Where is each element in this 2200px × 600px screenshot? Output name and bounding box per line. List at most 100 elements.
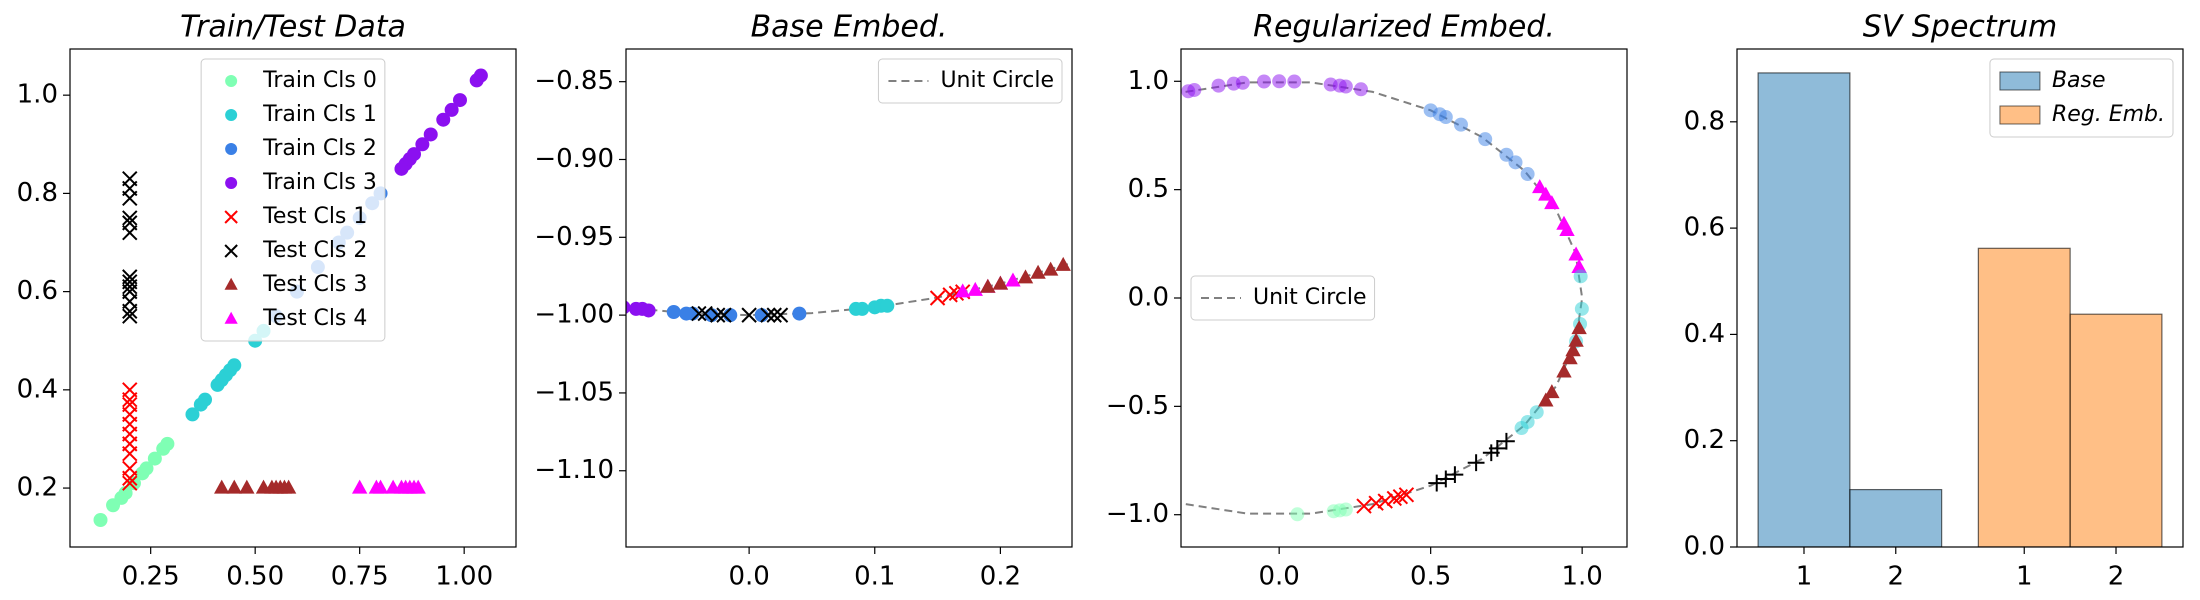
legend-label: Base: [2052, 68, 2106, 93]
point: [1467, 454, 1485, 472]
point: [122, 274, 138, 290]
legend-label: Test Cls 3: [262, 272, 367, 297]
point: [444, 102, 459, 117]
x-tick-label: 1.00: [435, 562, 493, 592]
x-tick-label: 2: [2108, 562, 2125, 592]
point: [160, 436, 175, 451]
y-tick-label: 0.4: [17, 374, 58, 404]
point: [118, 485, 133, 500]
point: [122, 269, 138, 285]
point: [410, 479, 426, 494]
point: [227, 358, 242, 373]
point: [122, 475, 138, 491]
point: [280, 479, 297, 494]
point: [1042, 261, 1059, 276]
y-tick-label: 1.0: [17, 80, 58, 110]
point: [1478, 132, 1493, 147]
x-tick-label: 0.50: [226, 562, 284, 592]
point: [226, 479, 242, 494]
point: [1290, 507, 1305, 522]
legend-label: Unit Circle: [1253, 285, 1367, 310]
point: [122, 396, 138, 413]
point: [122, 382, 138, 398]
point: [372, 479, 389, 494]
point: [691, 305, 707, 322]
x-tick-label: 0.25: [122, 562, 180, 592]
x-tick-label: 0.5: [1410, 562, 1451, 592]
point: [1520, 167, 1535, 182]
y-tick-label: 0.2: [17, 473, 58, 503]
legend-label: Train Cls 3: [262, 170, 377, 195]
point: [225, 177, 238, 189]
point: [1571, 320, 1587, 335]
legend-label: Reg. Emb.: [2052, 102, 2165, 127]
point: [710, 307, 726, 323]
y-tick-label: −0.5: [1106, 391, 1169, 421]
bar: [1849, 488, 1943, 547]
x-tick-label: 1: [2016, 562, 2033, 592]
point: [1556, 363, 1572, 378]
point: [1368, 495, 1384, 511]
point: [1446, 466, 1464, 484]
point: [122, 308, 138, 324]
axes-frame: [1180, 48, 1628, 548]
point: [641, 303, 656, 318]
y-tick-label: 0.8: [1684, 106, 1725, 136]
point: [1573, 269, 1588, 284]
chart-title: Regularized Embed.: [1253, 10, 1555, 45]
point: [122, 215, 138, 231]
point: [772, 307, 789, 323]
y-tick-label: −1.00: [534, 300, 614, 330]
point: [954, 283, 971, 298]
y-tick-label: −1.0: [1106, 499, 1169, 529]
point: [122, 170, 138, 187]
point: [225, 109, 238, 121]
point: [1287, 74, 1302, 89]
y-tick-label: −1.10: [534, 455, 614, 485]
point: [1017, 269, 1034, 284]
point: [139, 461, 154, 476]
y-tick-label: 1.0: [1128, 66, 1169, 96]
point: [741, 307, 757, 323]
x-tick-label: 0.2: [980, 562, 1021, 592]
y-tick-label: −0.95: [534, 222, 614, 252]
point: [855, 301, 870, 316]
point: [214, 479, 230, 494]
point: [1257, 74, 1272, 89]
y-tick-label: 0.0: [1684, 532, 1725, 562]
point: [351, 479, 368, 494]
bar: [2069, 313, 2163, 547]
point: [967, 281, 983, 296]
point: [1568, 246, 1584, 261]
point: [1353, 82, 1368, 97]
point: [122, 210, 138, 226]
point: [436, 112, 451, 127]
legend-box: [200, 58, 386, 342]
axes-frame: [69, 48, 517, 548]
point: [452, 93, 467, 108]
point: [992, 275, 1009, 290]
point: [1559, 221, 1575, 236]
point: [1571, 259, 1587, 274]
point: [1005, 272, 1021, 287]
legend-label: Test Cls 1: [262, 204, 367, 229]
point: [198, 392, 213, 407]
point: [473, 68, 488, 83]
point: [1211, 78, 1226, 93]
legend: Unit Circle: [1190, 275, 1376, 321]
legend-box: [877, 58, 1063, 104]
point: [1538, 186, 1554, 201]
point: [1398, 487, 1415, 503]
y-tick-label: 0.6: [17, 276, 58, 306]
point: [942, 287, 958, 303]
point: [697, 305, 713, 322]
point: [666, 305, 681, 320]
point: [1538, 392, 1554, 407]
point: [1428, 474, 1446, 492]
legend-box: [1190, 275, 1376, 321]
point: [415, 137, 430, 152]
y-tick-label: 0.0: [1128, 283, 1169, 313]
y-tick-label: −0.90: [534, 144, 614, 174]
axes-frame: [625, 48, 1073, 548]
